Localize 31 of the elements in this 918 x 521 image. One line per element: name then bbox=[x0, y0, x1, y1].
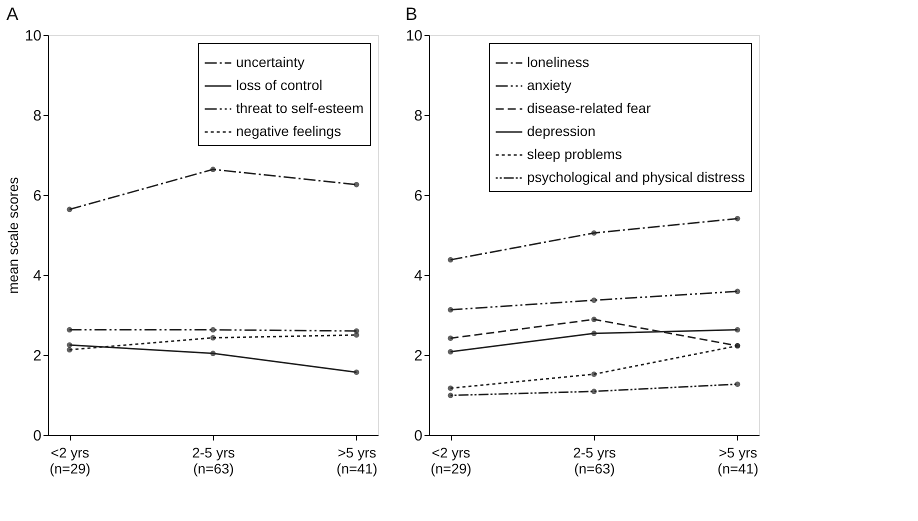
legend-label: anxiety bbox=[527, 77, 572, 93]
y-tick-label: 2 bbox=[414, 348, 422, 364]
legend-label: uncertainty bbox=[236, 54, 304, 70]
y-tick-label: 10 bbox=[24, 28, 42, 44]
legend-label: sleep problems bbox=[527, 146, 622, 162]
x-tick-label: 2-5 yrs (n=63) bbox=[192, 444, 235, 476]
legend-label: loneliness bbox=[527, 54, 590, 70]
x-tick-label: <2 yrs (n=29) bbox=[50, 444, 90, 476]
x-tick-label: >5 yrs (n=41) bbox=[718, 444, 758, 476]
y-tick-label: 0 bbox=[414, 428, 422, 444]
chart-title: B bbox=[405, 4, 418, 24]
y-axis-title: mean scale scores bbox=[4, 177, 21, 294]
legend-label: threat to self-esteem bbox=[236, 100, 364, 116]
y-tick-label: 0 bbox=[33, 428, 42, 444]
chart-title: A bbox=[6, 4, 18, 24]
y-tick-label: 10 bbox=[406, 28, 422, 44]
y-tick-label: 6 bbox=[33, 188, 42, 204]
y-tick-label: 6 bbox=[414, 188, 422, 204]
legend-label: depression bbox=[527, 123, 596, 139]
y-tick-label: 4 bbox=[414, 268, 422, 284]
y-tick-label: 4 bbox=[33, 268, 42, 284]
legend-label: negative feelings bbox=[236, 123, 342, 139]
y-tick-label: 8 bbox=[33, 108, 42, 124]
x-tick-label: 2-5 yrs (n=63) bbox=[573, 444, 616, 476]
y-tick-label: 2 bbox=[33, 348, 42, 364]
legend-label: psychological and physical distress bbox=[527, 169, 745, 185]
x-tick-label: >5 yrs (n=41) bbox=[336, 444, 378, 476]
legend-label: disease-related fear bbox=[527, 100, 652, 116]
legend-label: loss of control bbox=[236, 77, 322, 93]
x-tick-label: <2 yrs (n=29) bbox=[430, 444, 472, 476]
y-tick-label: 8 bbox=[414, 108, 422, 124]
